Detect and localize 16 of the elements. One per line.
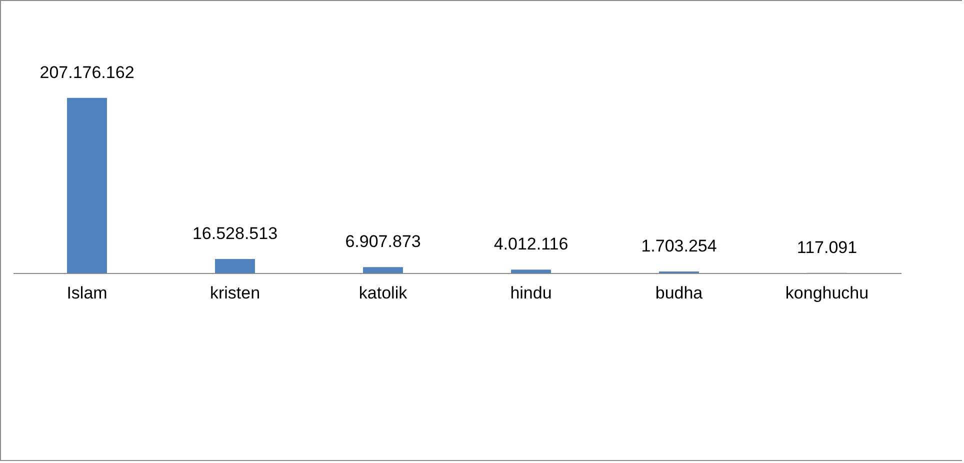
data-label: 6.907.873 [345,232,421,252]
x-tick-label: hindu [510,284,552,302]
bar [67,98,107,273]
bar [215,259,255,273]
bar [363,267,403,273]
data-label: 16.528.513 [192,224,278,244]
x-tick-label: Islam [66,284,108,302]
x-tick-label: kristen [210,284,260,302]
x-tick-label: budha [655,284,704,302]
data-label: 4.012.116 [494,234,568,254]
data-label: 207.176.162 [40,62,134,82]
x-tick-label: katolik [358,284,408,302]
data-label: 1.703.254 [641,236,717,256]
x-tick-label: konghuchu [785,284,869,302]
bar [511,270,551,273]
data-label: 117.091 [796,238,858,257]
